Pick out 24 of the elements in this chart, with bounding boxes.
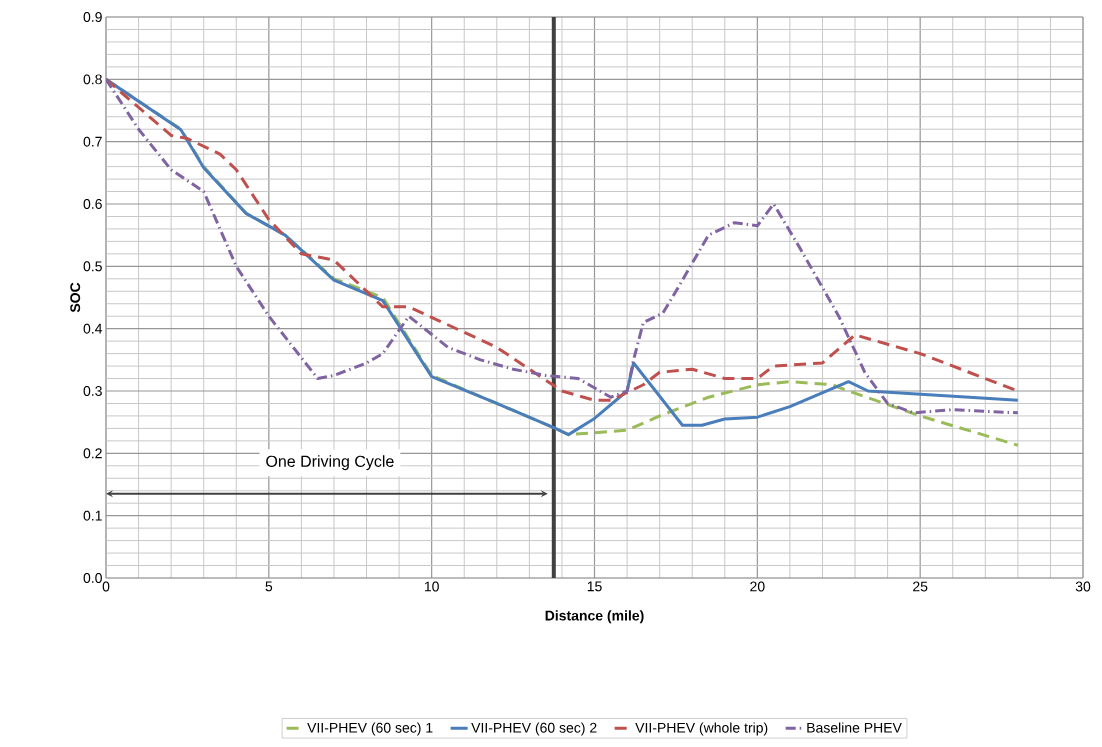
legend-label: VII-PHEV (60 sec) 1 xyxy=(307,722,433,736)
y-tick-label: 0.0 xyxy=(83,573,102,583)
x-tick-label: 5 xyxy=(265,581,273,592)
y-tick-label: 0.7 xyxy=(83,136,102,147)
y-tick-label: 0.1 xyxy=(83,510,102,521)
x-tick-label: 10 xyxy=(424,581,439,592)
legend-label: Baseline PHEV xyxy=(807,722,902,733)
legend-label: VII-PHEV (whole trip) xyxy=(635,722,768,736)
x-tick-label: 30 xyxy=(1075,581,1091,592)
y-tick-label: 0.8 xyxy=(83,74,102,85)
x-tick-label: 15 xyxy=(587,581,602,592)
x-tick-label: 0 xyxy=(102,581,110,592)
x-tick-label: 20 xyxy=(750,581,765,592)
annotation: One Driving Cycle xyxy=(266,455,394,471)
x-tick-label: 25 xyxy=(913,581,928,592)
y-tick-label: 0.9 xyxy=(83,12,102,22)
y-tick-label: 0.5 xyxy=(83,261,102,272)
y-tick-label: 0.6 xyxy=(83,199,102,209)
y-tick-label: 0.2 xyxy=(83,448,102,459)
legend-label: VII-PHEV (60 sec) 2 xyxy=(471,722,597,736)
y-tick-label: 0.3 xyxy=(83,386,102,396)
x-axis-title: Distance (mile) xyxy=(545,610,644,624)
y-axis-title: SOC xyxy=(70,282,81,313)
y-tick-label: 0.4 xyxy=(83,323,103,334)
